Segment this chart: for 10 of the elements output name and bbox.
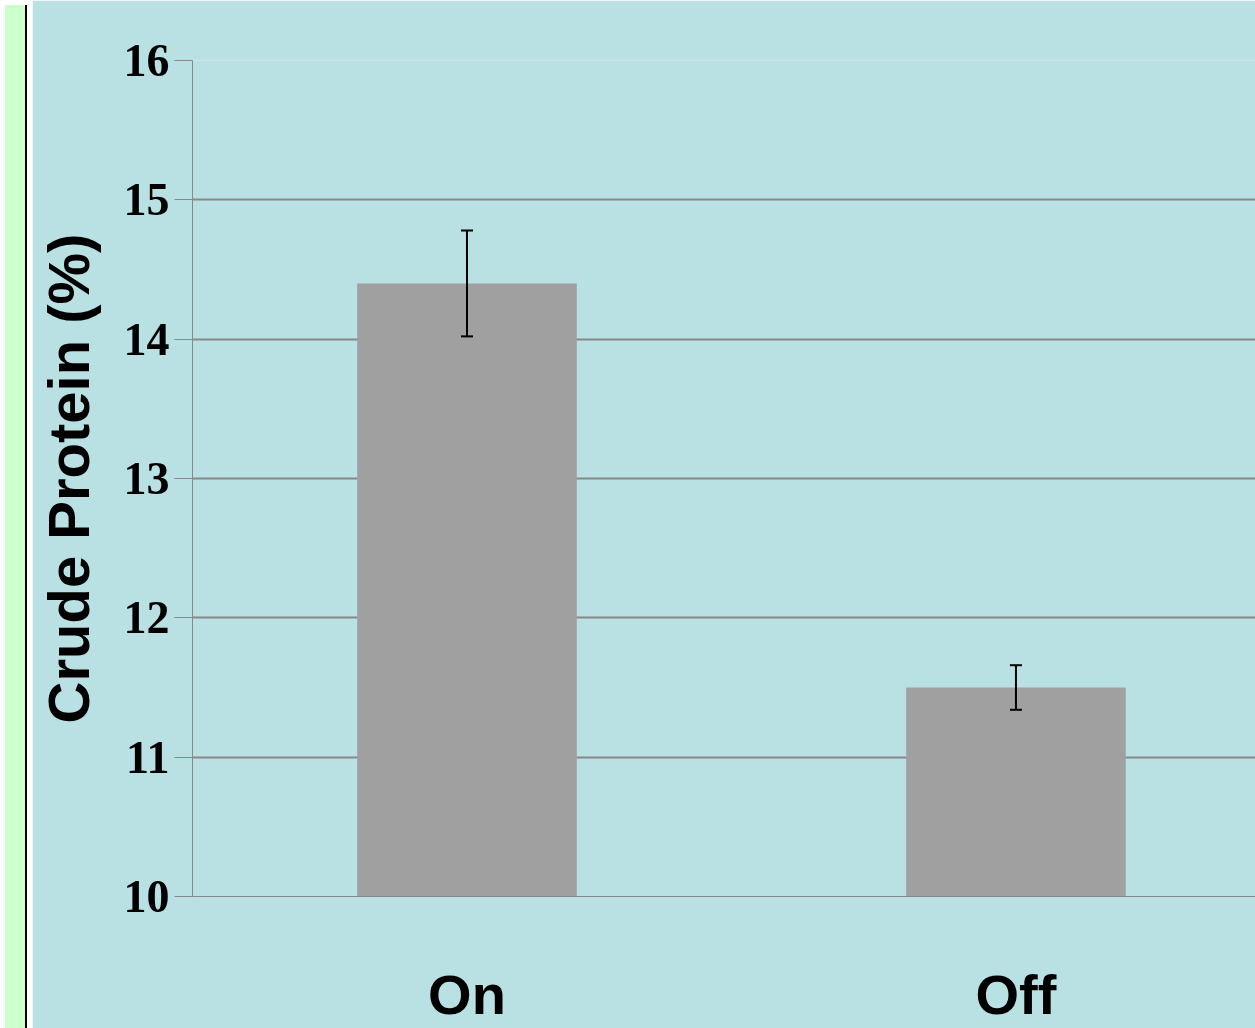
y-tick-label: 15: [123, 174, 170, 226]
y-tick-label: 14: [123, 313, 170, 365]
y-axis-title: Crude Protein (%): [35, 233, 101, 724]
y-tick-label: 13: [123, 453, 170, 504]
y-tick-label: 12: [123, 592, 170, 644]
x-tick-label: Off: [975, 962, 1057, 1026]
x-tick-label: On: [428, 962, 506, 1026]
y-tick-label: 11: [126, 731, 170, 783]
y-tick-label: 16: [123, 35, 170, 86]
y-tick-label: 10: [123, 871, 170, 922]
